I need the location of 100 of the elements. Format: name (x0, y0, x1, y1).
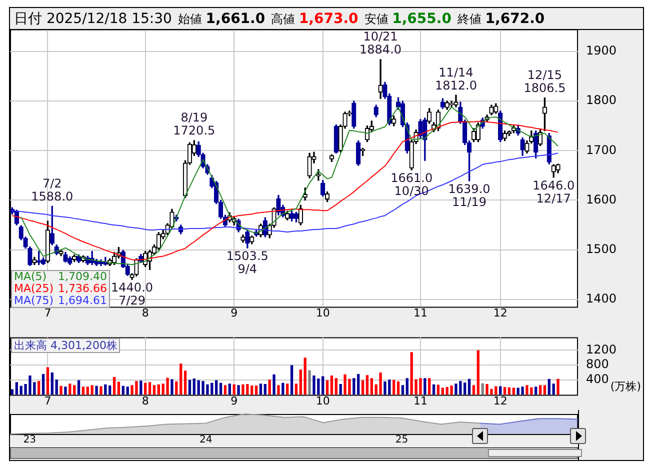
bar (152, 385, 156, 395)
annotation: 12/15 1806.5 (524, 68, 566, 95)
bar (232, 384, 236, 395)
bar (175, 381, 178, 395)
bar (38, 381, 40, 395)
x-tick-label: 12 (493, 394, 508, 408)
bar (188, 380, 192, 395)
bar (432, 384, 436, 395)
bar (237, 385, 240, 395)
x-tick-label: 10 (316, 306, 330, 320)
x-tick-label: 11 (413, 394, 428, 408)
y-tick-label: 1700 (586, 142, 617, 157)
bar (100, 386, 102, 395)
bar (334, 378, 338, 395)
bar (242, 384, 244, 395)
bar (441, 388, 444, 395)
x-tick-label: 8 (142, 306, 149, 320)
x-tick-label: 12 (493, 306, 508, 320)
annotation: 7/2 1588.0 (31, 176, 74, 204)
bar (50, 372, 54, 395)
bar (272, 374, 276, 395)
annotation: 1,736.66 (58, 282, 107, 295)
y-tick-label: 1400 (586, 291, 617, 306)
x-tick-label: 9 (230, 306, 238, 320)
bar (180, 364, 182, 395)
x-tick-label: 11 (413, 306, 428, 320)
bar (379, 372, 382, 395)
bar (157, 384, 160, 395)
bar (534, 386, 538, 395)
annotation: 1639.0 11/19 (448, 182, 490, 210)
annotation: 1646.0 12/17 (532, 178, 575, 206)
bar (548, 378, 550, 395)
bar (10, 389, 14, 395)
y-tick-label: 1900 (586, 44, 617, 58)
bar (392, 380, 396, 395)
bar (228, 384, 231, 395)
bar (361, 380, 364, 395)
bar (370, 378, 373, 395)
x-tick-label: 24 (199, 434, 212, 446)
bar (468, 378, 471, 395)
bar (192, 378, 196, 395)
bar (55, 380, 58, 395)
bar (77, 380, 80, 395)
text: 安値 1,655.0 (364, 11, 452, 27)
annotation: 11/14 1812.0 (434, 65, 477, 92)
bar (254, 386, 258, 395)
bar (117, 382, 120, 395)
bar (224, 385, 227, 395)
x-tick-label: 7 (44, 306, 52, 320)
text: MA(25) (14, 282, 55, 295)
bar (219, 382, 222, 395)
bar (538, 385, 542, 395)
bar (259, 384, 262, 395)
series-label: MA(5) (14, 270, 48, 283)
bar (112, 376, 116, 395)
text: 高値 1,673.0 (271, 11, 358, 27)
bar (108, 386, 112, 395)
bar (454, 384, 458, 395)
bar (148, 382, 152, 395)
x-tick-label: 7 (44, 394, 52, 408)
bar (184, 370, 187, 395)
bar (46, 367, 50, 395)
bar (552, 384, 555, 395)
bar (330, 375, 334, 395)
y-tick-label: 800 (586, 357, 609, 372)
bar (396, 381, 400, 395)
bar (521, 386, 524, 395)
bar (406, 378, 408, 395)
x-tick-label: 8 (142, 394, 149, 408)
candlestick (378, 59, 383, 99)
annotation: 10/21 1884.0 (360, 30, 402, 57)
y-axis-title: (万株) (610, 380, 641, 393)
annotation: 1503.5 9/4 (226, 249, 268, 276)
bar (322, 376, 324, 395)
bar (15, 382, 18, 395)
bar (170, 379, 174, 395)
bar (464, 382, 466, 395)
chart-title: 出来高 4,301,200株 (11, 338, 120, 354)
bar (215, 380, 218, 395)
y-tick-label: 1600 (586, 192, 617, 206)
bar (277, 385, 280, 395)
bar (304, 358, 306, 395)
bar (526, 385, 528, 395)
x-tick-label: 9 (230, 394, 238, 408)
bar (352, 378, 356, 395)
bar (144, 382, 147, 395)
bar (299, 370, 302, 395)
chart-title: 日付 2025/12/18 15:30 (14, 11, 172, 27)
bar (82, 386, 85, 395)
bar (60, 386, 62, 395)
bar (450, 386, 453, 395)
bar (286, 384, 289, 395)
bar (294, 384, 298, 395)
bar (308, 370, 311, 395)
bar (290, 365, 294, 395)
bar (166, 378, 169, 395)
bar (384, 381, 386, 395)
bar (543, 385, 546, 395)
bar (424, 378, 426, 395)
x-tick-label: 25 (395, 434, 408, 446)
